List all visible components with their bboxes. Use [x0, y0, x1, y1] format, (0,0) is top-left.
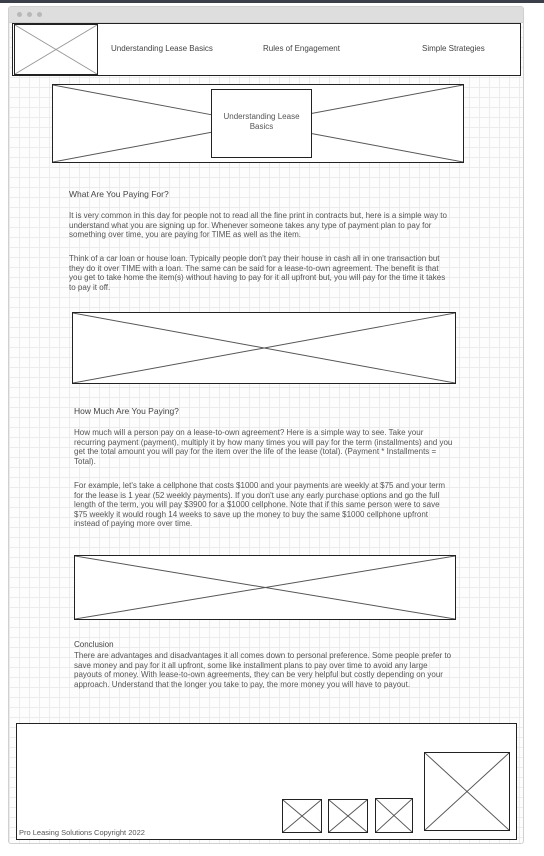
logo-placeholder-image[interactable]: [14, 24, 98, 75]
nav-link-lease-basics[interactable]: Understanding Lease Basics: [111, 44, 213, 53]
paragraph-how-much-2: For example, let's take a cellphone that…: [74, 481, 446, 529]
footer-social-icon-1[interactable]: [282, 799, 322, 833]
footer-logo-image: [424, 752, 510, 831]
content-image-placeholder-2: [74, 555, 456, 620]
maximize-dot-icon[interactable]: [37, 12, 42, 17]
footer-social-icon-3[interactable]: [375, 798, 413, 833]
footer-social-icon-2[interactable]: [328, 799, 368, 833]
window-top-bar: [0, 0, 544, 3]
window-title-bar: [9, 7, 523, 23]
hero-title: Understanding Lease Basics: [223, 112, 300, 131]
nav-link-rules-of-engagement[interactable]: Rules of Engagement: [263, 44, 340, 53]
nav-link-simple-strategies[interactable]: Simple Strategies: [422, 44, 485, 53]
hero-title-card: Understanding Lease Basics: [211, 89, 312, 158]
section-heading-conclusion: Conclusion: [74, 640, 114, 649]
paragraph-paying-for-2: Think of a car loan or house loan. Typic…: [69, 254, 446, 292]
close-dot-icon[interactable]: [17, 12, 22, 17]
footer-copyright: Pro Leasing Solutions Copyright 2022: [19, 828, 145, 837]
paragraph-paying-for-1: It is very common in this day for people…: [69, 211, 447, 240]
paragraph-how-much-1: How much will a person pay on a lease-to…: [74, 428, 453, 466]
minimize-dot-icon[interactable]: [27, 12, 32, 17]
section-heading-how-much: How Much Are You Paying?: [74, 406, 179, 416]
paragraph-conclusion: There are advantages and disadvantages i…: [74, 651, 452, 689]
content-image-placeholder-1: [72, 312, 456, 384]
section-heading-paying-for: What Are You Paying For?: [69, 189, 169, 199]
